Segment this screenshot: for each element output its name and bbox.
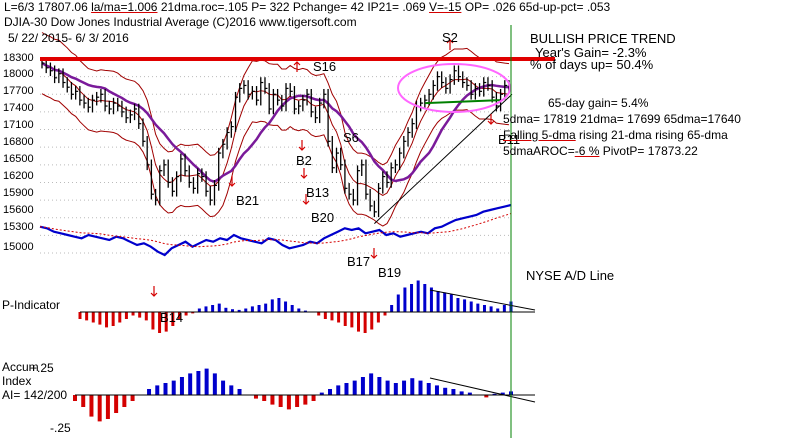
signal-s2: S2: [442, 30, 458, 45]
signal-b19: B19: [378, 265, 402, 280]
trend-title: BULLISH PRICE TREND: [530, 31, 676, 46]
ad-line: [39, 203, 512, 257]
dma-trend-falling: Falling 5-dma: [503, 128, 576, 142]
signal-b14: B14: [160, 310, 184, 325]
y-tick-label: 16800: [3, 136, 34, 148]
years-gain: Year's Gain= -2.3%: [535, 45, 647, 60]
support-line: [424, 99, 501, 105]
signal-arrow: [293, 61, 301, 72]
p-indicator-trendline: [429, 289, 536, 311]
aroc-value: -6 %: [574, 144, 600, 158]
header-la-ma: la/ma=1.006: [91, 0, 158, 14]
upper-band: [41, 32, 510, 166]
signal-arrow: [446, 39, 454, 50]
y-tick-label: 18000: [3, 68, 34, 80]
uptrend-line: [374, 93, 513, 224]
highlight-ellipse: [397, 63, 511, 113]
nyse-ad-label: NYSE A/D Line: [526, 268, 615, 283]
ad-line-path: [39, 203, 512, 257]
chart-overlay: [40, 25, 555, 438]
signal-arrow: [370, 248, 378, 259]
pivot-value: PivotP= 17873.22: [599, 144, 698, 158]
bollinger-bands: [41, 32, 510, 227]
y-tick-label: 15000: [3, 241, 34, 253]
signal-arrow: [150, 286, 158, 297]
y-tick-label: 15600: [3, 204, 34, 216]
pct-days-up: % of days up= 50.4%: [530, 57, 654, 72]
signal-arrow: [300, 168, 308, 179]
price-bars: [41, 57, 512, 218]
signal-s16: S16: [313, 59, 337, 74]
dma-trend-rising: rising 21-dma rising 65-dma: [575, 128, 728, 142]
y-tick-label: 16500: [3, 153, 34, 165]
signal-arrow: [228, 176, 236, 187]
gain-65-day: 65-day gain= 5.4%: [548, 96, 649, 110]
signal-arrow: [298, 140, 306, 151]
y-tick-label: 15900: [3, 187, 34, 199]
y-tick-label: 18300: [3, 52, 34, 64]
dma-trend: Falling 5-dma rising 21-dma rising 65-dm…: [503, 128, 728, 142]
y-tick-label: 17700: [3, 85, 34, 97]
y-tick-label: 17400: [3, 102, 34, 114]
y-tick-label: 17100: [3, 119, 34, 131]
accum-label-3: AI= 142/200: [2, 388, 68, 402]
signal-s6: S6: [343, 130, 359, 145]
accum-label-2: Index: [2, 374, 32, 388]
signal-b20: B20: [311, 210, 335, 225]
chart-gridlines: [40, 58, 511, 254]
accum-index-bars: [73, 368, 536, 422]
lower-band: [41, 93, 510, 227]
p-indicator-label: P-Indicator: [2, 298, 61, 312]
signal-b2: B2: [296, 153, 312, 168]
dma-values: 5dma= 17819 21dma= 17699 65dma=17640: [503, 112, 741, 126]
header-date-range: 5/ 22/ 2015- 6/ 3/ 2016: [8, 31, 129, 45]
header-roc: 21dma.roc=.105 P= 322 Pchange= 42 IP21= …: [160, 0, 426, 14]
accum-label-1: Accum: [2, 360, 39, 374]
y-tick-label: 15300: [3, 221, 34, 233]
header-op: OP= .026 65d-up-pct= .053: [464, 0, 611, 14]
aroc-label: 5dmaAROC=: [503, 144, 575, 158]
ma-65: [41, 62, 510, 184]
accum-plus-25: +.25: [30, 361, 54, 375]
signal-b21: B21: [236, 193, 260, 208]
signal-b17: B17: [347, 254, 371, 269]
signal-b11: B11: [498, 132, 521, 147]
header-line-1: L=6/3 17807.06 la/ma=1.006 21dma.roc=.10…: [4, 0, 610, 14]
signal-arrow: [302, 194, 310, 205]
header-line-2: DJIA-30 Dow Jones Industrial Average (C)…: [4, 15, 357, 29]
aroc-pivot: 5dmaAROC=-6 % PivotP= 17873.22: [503, 144, 698, 158]
ad-line-ma: [39, 213, 512, 248]
signal-b13: B13: [306, 185, 330, 200]
accum-minus-25: -.25: [50, 421, 71, 435]
signal-arrow: [487, 114, 495, 125]
accum-trendline: [429, 377, 536, 403]
p-indicator-bars: [78, 280, 536, 333]
header-date-close: L=6/3 17807.06: [4, 0, 88, 14]
y-tick-label: 16200: [3, 170, 34, 182]
header-v: V=-15: [429, 0, 462, 14]
